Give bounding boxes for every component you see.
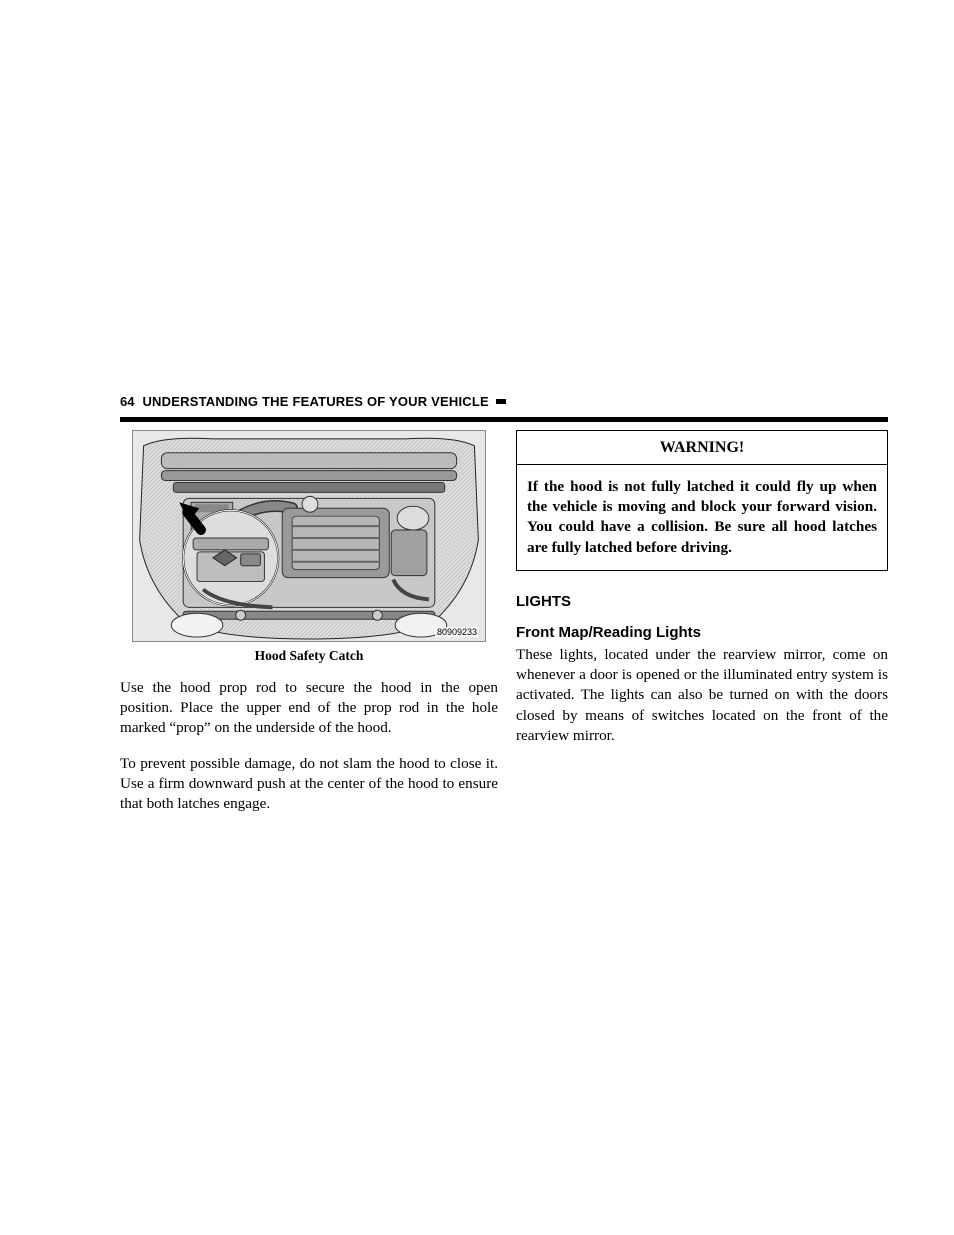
hood-safety-catch-figure: 80909233 (132, 430, 486, 642)
right-column: WARNING! If the hood is not fully latche… (516, 430, 888, 829)
warning-box: WARNING! If the hood is not fully latche… (516, 430, 888, 571)
front-map-reading-lights-heading: Front Map/Reading Lights (516, 624, 888, 641)
header-bar (120, 417, 888, 422)
engine-bay-illustration-icon (133, 431, 485, 641)
content-columns: 80909233 Hood Safety Catch Use the hood … (120, 430, 888, 829)
header-separator-icon (496, 399, 506, 404)
header-title: UNDERSTANDING THE FEATURES OF YOUR VEHIC… (142, 394, 488, 409)
page-header: 64 UNDERSTANDING THE FEATURES OF YOUR VE… (120, 394, 888, 409)
warning-body: If the hood is not fully latched it coul… (517, 465, 887, 570)
reading-lights-paragraph: These lights, located under the rearview… (516, 645, 888, 746)
page-content: 64 UNDERSTANDING THE FEATURES OF YOUR VE… (0, 0, 954, 829)
figure-id-label: 80909233 (435, 627, 479, 637)
warning-title: WARNING! (517, 431, 887, 465)
page-number: 64 (120, 394, 134, 409)
left-column: 80909233 Hood Safety Catch Use the hood … (120, 430, 498, 829)
lights-heading: LIGHTS (516, 593, 888, 610)
prop-rod-paragraph: Use the hood prop rod to secure the hood… (120, 678, 498, 739)
close-hood-paragraph: To prevent possible damage, do not slam … (120, 754, 498, 815)
figure-caption: Hood Safety Catch (120, 648, 498, 664)
